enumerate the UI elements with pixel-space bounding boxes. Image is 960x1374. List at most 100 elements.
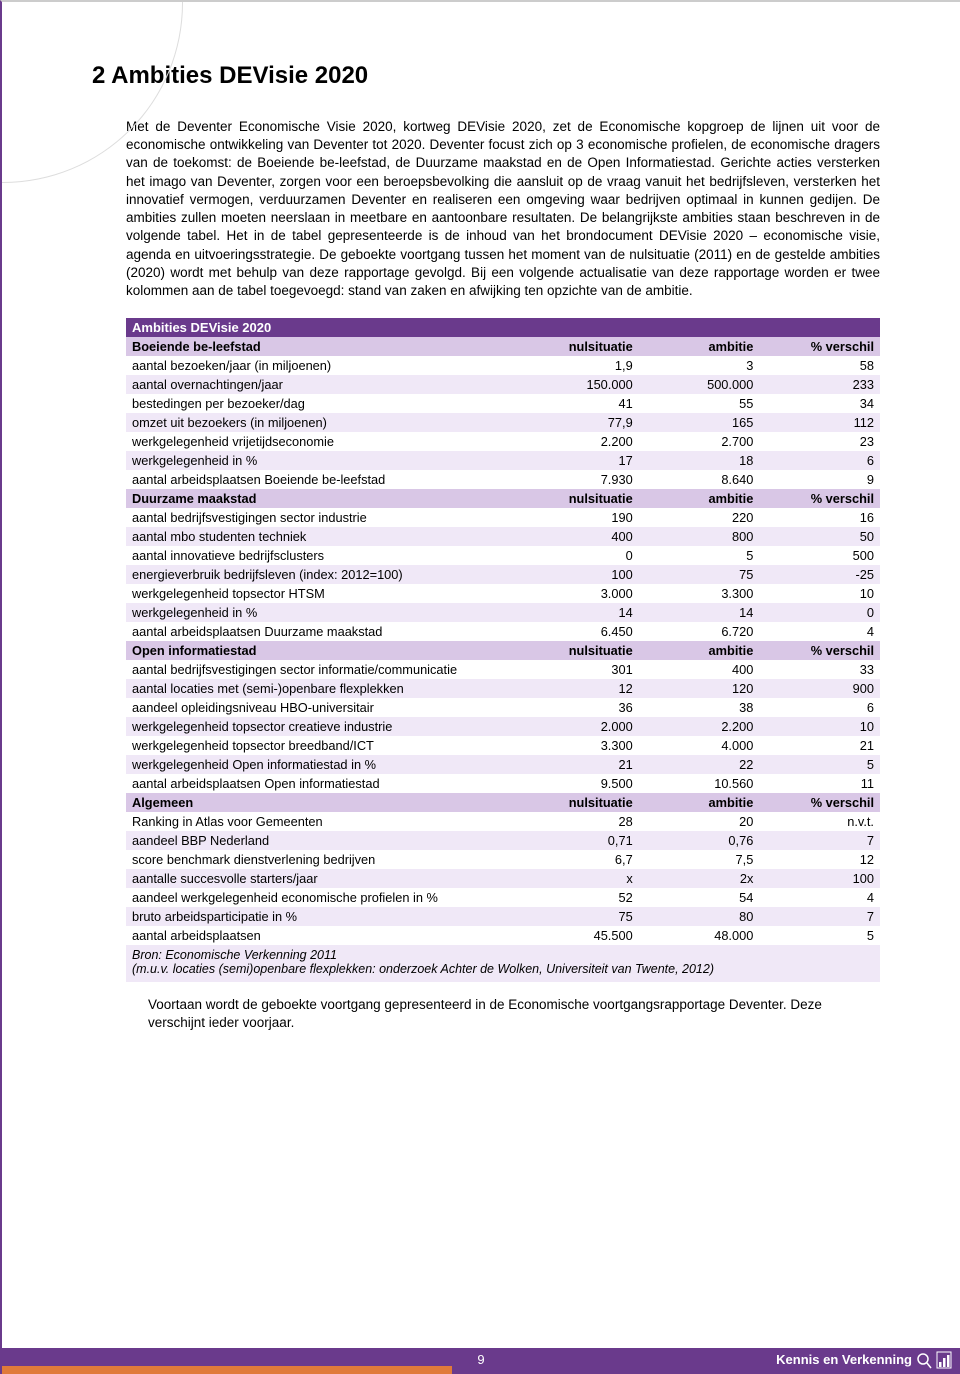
closing-paragraph: Voortaan wordt de geboekte voortgang gep… <box>92 982 880 1032</box>
row-label: werkgelegenheid in % <box>126 451 518 470</box>
row-nulsituatie: 36 <box>518 698 639 717</box>
row-ambitie: 7,5 <box>639 850 760 869</box>
row-verschil: 112 <box>759 413 880 432</box>
row-label: werkgelegenheid topsector HTSM <box>126 584 518 603</box>
section-title: Algemeen <box>126 793 518 812</box>
table-main-header-label: Ambities DEVisie 2020 <box>126 318 880 337</box>
row-verschil: 50 <box>759 527 880 546</box>
col-header: % verschil <box>759 489 880 508</box>
row-ambitie: 55 <box>639 394 760 413</box>
col-header: nulsituatie <box>518 641 639 660</box>
row-label: bestedingen per bezoeker/dag <box>126 394 518 413</box>
row-nulsituatie: 301 <box>518 660 639 679</box>
row-label: aantal locaties met (semi-)openbare flex… <box>126 679 518 698</box>
row-ambitie: 2x <box>639 869 760 888</box>
row-label: werkgelegenheid in % <box>126 603 518 622</box>
table-source: Bron: Economische Verkenning 2011 (m.u.v… <box>126 945 880 982</box>
row-label: energieverbruik bedrijfsleven (index: 20… <box>126 565 518 584</box>
row-verschil: 23 <box>759 432 880 451</box>
row-ambitie: 2.200 <box>639 717 760 736</box>
row-ambitie: 400 <box>639 660 760 679</box>
row-verschil: 10 <box>759 584 880 603</box>
row-label: aantal bedrijfsvestigingen sector indust… <box>126 508 518 527</box>
footer-icons <box>916 1350 952 1370</box>
table-row: aantal arbeidsplaatsen45.50048.0005 <box>126 926 880 945</box>
table-section-header: Algemeennulsituatieambitie% verschil <box>126 793 880 812</box>
col-header: % verschil <box>759 793 880 812</box>
row-label: aandeel werkgelegenheid economische prof… <box>126 888 518 907</box>
row-label: werkgelegenheid vrijetijdseconomie <box>126 432 518 451</box>
row-verschil: 6 <box>759 698 880 717</box>
table-row: werkgelegenheid in %14140 <box>126 603 880 622</box>
row-label: aantal overnachtingen/jaar <box>126 375 518 394</box>
ambitions-table-wrap: Ambities DEVisie 2020 Boeiende be-leefst… <box>92 318 880 982</box>
row-verschil: 100 <box>759 869 880 888</box>
col-header: ambitie <box>639 489 760 508</box>
table-row: werkgelegenheid vrijetijdseconomie2.2002… <box>126 432 880 451</box>
table-row: werkgelegenheid topsector creatieve indu… <box>126 717 880 736</box>
row-ambitie: 3.300 <box>639 584 760 603</box>
row-verschil: 5 <box>759 755 880 774</box>
row-nulsituatie: 21 <box>518 755 639 774</box>
row-nulsituatie: 6,7 <box>518 850 639 869</box>
row-ambitie: 220 <box>639 508 760 527</box>
row-nulsituatie: 2.000 <box>518 717 639 736</box>
row-ambitie: 800 <box>639 527 760 546</box>
row-label: omzet uit bezoekers (in miljoenen) <box>126 413 518 432</box>
row-nulsituatie: 77,9 <box>518 413 639 432</box>
table-row: aandeel opleidingsniveau HBO-universitai… <box>126 698 880 717</box>
row-label: aantal bedrijfsvestigingen sector inform… <box>126 660 518 679</box>
section-title: Open informatiestad <box>126 641 518 660</box>
row-ambitie: 80 <box>639 907 760 926</box>
row-nulsituatie: x <box>518 869 639 888</box>
row-label: aantalle succesvolle starters/jaar <box>126 869 518 888</box>
row-verschil: 12 <box>759 850 880 869</box>
table-row: aantalle succesvolle starters/jaarx2x100 <box>126 869 880 888</box>
row-nulsituatie: 100 <box>518 565 639 584</box>
table-row: energieverbruik bedrijfsleven (index: 20… <box>126 565 880 584</box>
col-header: ambitie <box>639 337 760 356</box>
col-header: nulsituatie <box>518 337 639 356</box>
row-ambitie: 2.700 <box>639 432 760 451</box>
row-ambitie: 8.640 <box>639 470 760 489</box>
row-label: bruto arbeidsparticipatie in % <box>126 907 518 926</box>
row-nulsituatie: 0 <box>518 546 639 565</box>
row-nulsituatie: 400 <box>518 527 639 546</box>
row-verschil: 4 <box>759 622 880 641</box>
table-row: omzet uit bezoekers (in miljoenen)77,916… <box>126 413 880 432</box>
row-verschil: 500 <box>759 546 880 565</box>
footer-brand: Kennis en Verkenning <box>776 1352 912 1367</box>
row-label: Ranking in Atlas voor Gemeenten <box>126 812 518 831</box>
row-verschil: 10 <box>759 717 880 736</box>
row-verschil: 21 <box>759 736 880 755</box>
row-ambitie: 48.000 <box>639 926 760 945</box>
source-line-1: Bron: Economische Verkenning 2011 <box>132 948 874 962</box>
row-nulsituatie: 6.450 <box>518 622 639 641</box>
page-title: 2 Ambities DEVisie 2020 <box>92 62 880 90</box>
row-ambitie: 4.000 <box>639 736 760 755</box>
table-row: aandeel BBP Nederland0,710,767 <box>126 831 880 850</box>
row-label: werkgelegenheid topsector creatieve indu… <box>126 717 518 736</box>
row-verschil: 7 <box>759 907 880 926</box>
col-header: ambitie <box>639 641 760 660</box>
row-nulsituatie: 9.500 <box>518 774 639 793</box>
row-ambitie: 120 <box>639 679 760 698</box>
row-nulsituatie: 150.000 <box>518 375 639 394</box>
footer-page-number: 9 <box>477 1352 484 1367</box>
table-row: aantal arbeidsplaatsen Boeiende be-leefs… <box>126 470 880 489</box>
row-nulsituatie: 12 <box>518 679 639 698</box>
table-row: Ranking in Atlas voor Gemeenten2820n.v.t… <box>126 812 880 831</box>
row-verschil: 4 <box>759 888 880 907</box>
row-verschil: -25 <box>759 565 880 584</box>
row-label: aantal arbeidsplaatsen Open informatiest… <box>126 774 518 793</box>
row-verschil: 900 <box>759 679 880 698</box>
row-label: aandeel opleidingsniveau HBO-universitai… <box>126 698 518 717</box>
row-ambitie: 20 <box>639 812 760 831</box>
row-verschil: 58 <box>759 356 880 375</box>
row-ambitie: 14 <box>639 603 760 622</box>
table-row: werkgelegenheid topsector breedband/ICT3… <box>126 736 880 755</box>
table-row: werkgelegenheid in %17186 <box>126 451 880 470</box>
row-verschil: 11 <box>759 774 880 793</box>
row-verschil: 5 <box>759 926 880 945</box>
row-ambitie: 6.720 <box>639 622 760 641</box>
